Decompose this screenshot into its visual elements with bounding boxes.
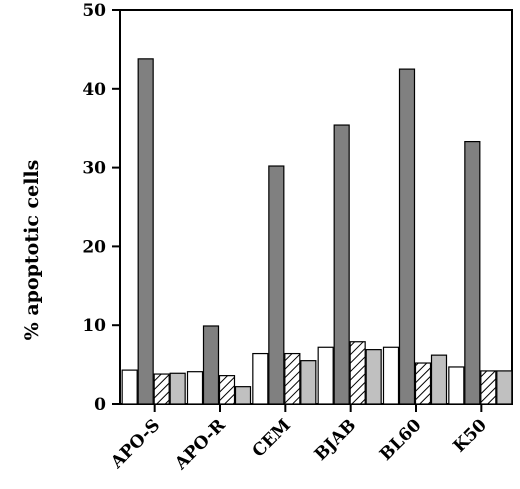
- bar-bl60-hatched: [414, 362, 432, 405]
- plot-frame: [119, 9, 513, 405]
- x-tick-label: CEM: [249, 415, 295, 461]
- plot-area: 0 10 20 30 40 50 APO-S APO-R CEM BJAB BL60 K50: [82, 1, 513, 475]
- bar-apo-r-white: [186, 371, 204, 405]
- y-tick-label: 50: [82, 1, 106, 21]
- bar-cem-hatched: [284, 352, 301, 405]
- y-tick-label: 10: [82, 316, 106, 336]
- bar-apo-r-dark-gray: [202, 325, 220, 405]
- bar-apo-s-hatched: [153, 373, 170, 405]
- x-tick-label: K50: [450, 415, 491, 456]
- bar-bjab-dark-gray: [333, 124, 350, 405]
- bar-cem-light-gray: [300, 360, 317, 405]
- x-tick-label: BL60: [376, 415, 426, 465]
- bar-apo-r-hatched: [218, 375, 236, 405]
- x-tick-label: BJAB: [311, 415, 360, 464]
- y-tick-label: 40: [82, 80, 106, 100]
- bar-k50-dark-gray: [464, 140, 481, 405]
- bar-cem-dark-gray: [268, 165, 285, 405]
- y-tick-label: 0: [94, 395, 106, 415]
- bar-apo-r-light-gray: [234, 386, 252, 405]
- bar-apo-s-light-gray: [169, 372, 186, 405]
- bar-k50-light-gray: [496, 370, 513, 405]
- bar-bjab-hatched: [349, 341, 366, 405]
- bar-apo-s-dark-gray: [137, 58, 154, 405]
- bar-k50-white: [448, 366, 465, 405]
- y-tick-label: 30: [82, 159, 106, 179]
- bar-bl60-dark-gray: [398, 68, 416, 405]
- bar-cem-white: [252, 352, 269, 405]
- y-axis-title: % apoptotic cells: [21, 160, 43, 341]
- bar-k50-hatched: [480, 370, 497, 405]
- x-tick-label: APO-R: [170, 415, 230, 475]
- bar-bl60-white: [382, 346, 400, 405]
- bar-bl60-light-gray: [430, 354, 448, 405]
- x-tick-label: APO-S: [106, 415, 164, 473]
- bar-bjab-light-gray: [365, 349, 382, 405]
- bar-apo-s-white: [121, 369, 138, 405]
- y-tick-label: 20: [82, 237, 106, 257]
- bar-bjab-white: [317, 346, 334, 405]
